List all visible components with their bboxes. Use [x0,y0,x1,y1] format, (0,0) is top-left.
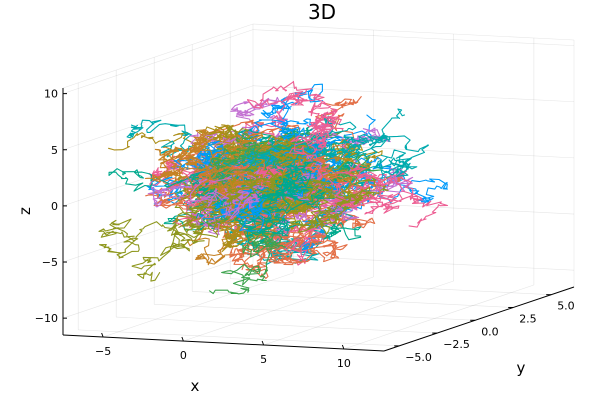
gridline-z-back [252,253,575,271]
pane-edge [252,23,575,41]
gridline-y-floor [116,316,438,334]
y-tick-label: −2.5 [443,338,470,351]
x-tick [101,332,104,338]
series-trace [154,135,277,208]
series-trace [258,107,344,189]
y-axis-label: y [517,359,526,377]
gridline-z-side [62,85,254,151]
y-tick-label: −5.0 [405,351,432,364]
x-axis-line [62,334,385,352]
labels: −5 0 5 10 −5.0 −2.5 0.0 2.5 5.0 −10 −5 0 5 10 [35,88,575,370]
z-tick-label: −10 [35,312,58,325]
chart-title: 3D [308,0,336,24]
x-tick [181,336,184,342]
z-tick-label: 10 [44,88,58,101]
series-trace [189,169,285,236]
y-tick-label: 0.0 [481,325,499,338]
pane-edge [62,23,254,89]
x-axis-label: x [191,377,200,395]
gridline-y-floor [230,278,552,295]
z-tick-label: 5 [51,144,58,157]
x-tick [261,340,265,346]
gridline-x-floor [343,284,534,350]
y-tick-label: 5.0 [557,300,575,313]
gridline-x-floor [103,272,294,338]
x-tick-label: −5 [95,345,111,358]
gridline-z-side [62,253,254,319]
traces [98,80,449,295]
series-trace [247,161,325,214]
gridline-y-floor [154,303,476,321]
x-tick [341,344,345,350]
z-tick-label: 0 [51,200,58,213]
z-tick-label: −5 [42,256,58,269]
series-trace [131,169,287,282]
gridline-x-floor [263,280,454,346]
gridline-y-floor [78,329,400,347]
x-tick-label: 10 [337,357,351,370]
gridline-z-side [62,29,254,94]
x-tick-label: 5 [260,353,267,366]
y-tick-label: 2.5 [519,312,537,325]
z-axis-label: z [16,207,34,215]
x-tick-label: 0 [180,349,187,362]
gridline-z-back [252,85,575,103]
axes [62,88,575,352]
gridline-z-back [252,29,575,46]
gridline-y-floor [192,291,514,308]
gridline-x-floor [183,276,374,342]
y-axis-line [383,286,575,352]
